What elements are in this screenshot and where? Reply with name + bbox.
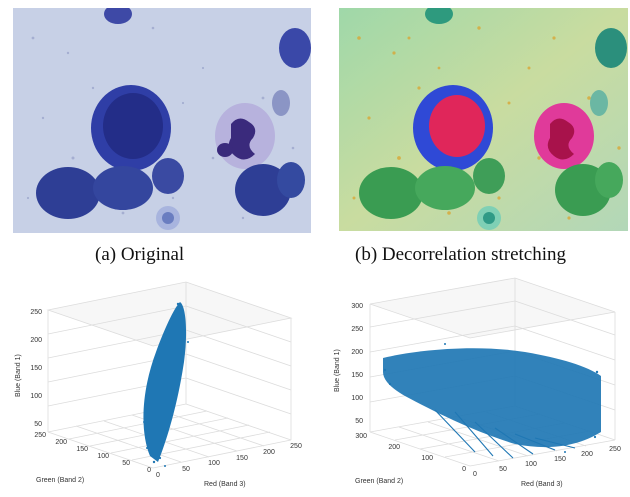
- caption-b: (b) Decorrelation stretching: [355, 244, 567, 265]
- yticks-c-1: 200: [55, 439, 67, 446]
- yticks-c-0: 250: [34, 432, 46, 439]
- zticks-c-1: 200: [30, 337, 42, 344]
- panel-c-scatter-original: 250 200 150 100 50 Blue (Band 1) 250 200…: [8, 272, 310, 492]
- yticks-d-0: 300: [355, 433, 367, 440]
- zticks-d-5: 50: [355, 418, 363, 425]
- xticks-d-3: 150: [554, 456, 566, 463]
- xlabel-d: Red (Band 3): [521, 481, 563, 488]
- zticks-c-0: 250: [30, 309, 42, 316]
- decorrelated-micrograph: [339, 4, 628, 231]
- xticks-d-1: 50: [499, 466, 507, 473]
- xticks-c-3: 150: [236, 455, 248, 462]
- xticks-d-4: 200: [581, 451, 593, 458]
- scatter-decorrelated-svg: 300 250 200 150 100 50 Blue (Band 1) 300…: [325, 272, 627, 492]
- yticks-d-3: 0: [462, 466, 466, 473]
- zticks-d-0: 300: [351, 303, 363, 310]
- xticks-c-1: 50: [182, 466, 190, 473]
- xticks-c-0: 0: [156, 472, 160, 479]
- xticks-d-0: 0: [473, 471, 477, 478]
- xticks-d-2: 100: [525, 461, 537, 468]
- panel-d-scatter-decorrelated: 300 250 200 150 100 50 Blue (Band 1) 300…: [325, 272, 627, 492]
- scatter-original-svg: 250 200 150 100 50 Blue (Band 1) 250 200…: [8, 272, 310, 492]
- yticks-c-4: 50: [122, 460, 130, 467]
- xlabel-c: Red (Band 3): [204, 481, 246, 488]
- caption-a: (a) Original: [95, 244, 185, 265]
- xticks-d-5: 250: [609, 446, 621, 453]
- zticks-c-2: 150: [30, 365, 42, 372]
- yticks-c-2: 150: [76, 446, 88, 453]
- panel-b-decorrelated-image: [339, 4, 628, 231]
- xticks-c-2: 100: [208, 460, 220, 467]
- zticks-c-4: 50: [34, 421, 42, 428]
- zticks-d-2: 200: [351, 349, 363, 356]
- yticks-d-2: 100: [421, 455, 433, 462]
- zticks-d-1: 250: [351, 326, 363, 333]
- xticks-c-5: 250: [290, 443, 302, 450]
- zlabel-d: Blue (Band 1): [334, 349, 341, 392]
- original-micrograph: [13, 4, 311, 233]
- ylabel-c: Green (Band 2): [36, 477, 84, 484]
- zlabel-c: Blue (Band 1): [15, 354, 22, 397]
- yticks-d-1: 200: [388, 444, 400, 451]
- xticks-c-4: 200: [263, 449, 275, 456]
- scatter-cloud-original: [143, 302, 189, 467]
- zticks-d-4: 100: [351, 395, 363, 402]
- yticks-c-5: 0: [147, 467, 151, 474]
- panel-a-original-image: [13, 4, 311, 233]
- ylabel-d: Green (Band 2): [355, 478, 403, 485]
- yticks-c-3: 100: [97, 453, 109, 460]
- zticks-c-3: 100: [30, 393, 42, 400]
- scatter-cloud-decorrelated: [383, 343, 601, 459]
- zticks-d-3: 150: [351, 372, 363, 379]
